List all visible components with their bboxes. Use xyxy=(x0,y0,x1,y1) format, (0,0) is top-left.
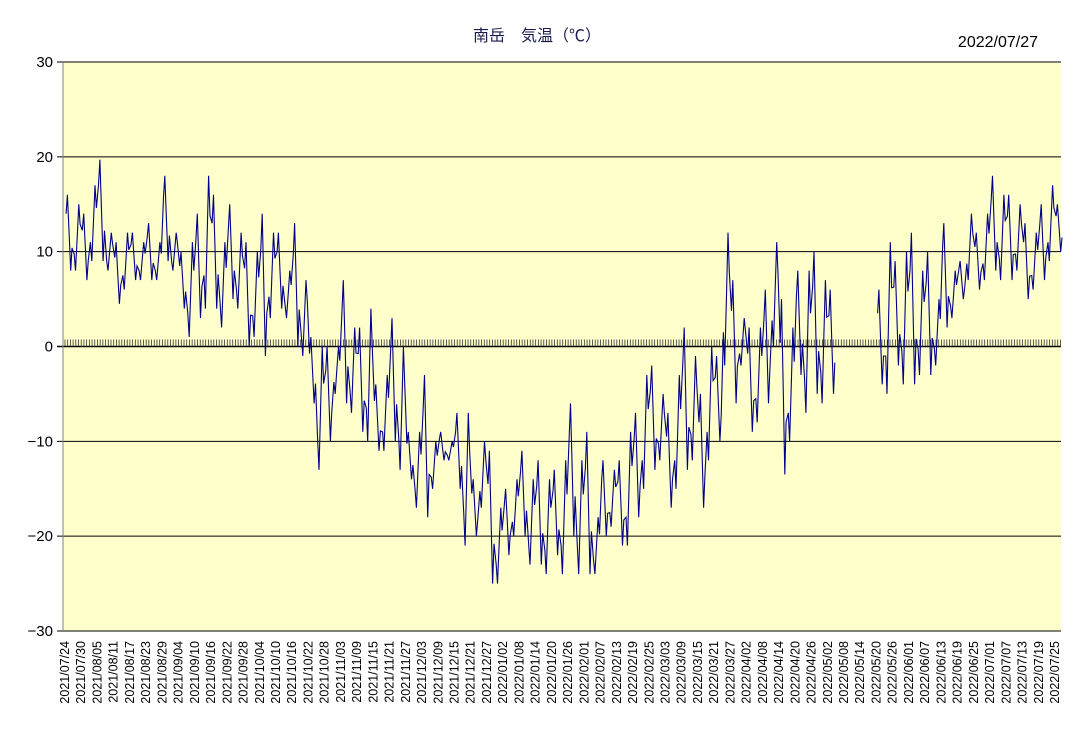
y-tick-label: −10 xyxy=(28,433,53,450)
x-tick-label: 2021/08/05 xyxy=(90,641,104,704)
x-tick-label: 2022/02/13 xyxy=(610,641,624,704)
x-tick-label: 2022/04/14 xyxy=(772,641,786,704)
x-tick-label: 2021/12/27 xyxy=(480,641,494,704)
x-tick-label: 2021/10/16 xyxy=(285,641,299,704)
x-tick-label: 2022/04/26 xyxy=(805,641,819,704)
x-tick-label: 2021/08/23 xyxy=(139,641,153,704)
x-tick-label: 2022/03/21 xyxy=(707,641,721,704)
x-tick-label: 2021/12/21 xyxy=(464,641,478,704)
x-tick-label: 2021/11/09 xyxy=(350,641,364,703)
x-tick-label: 2022/05/20 xyxy=(869,641,883,704)
chart-title: 南岳 気温（℃） xyxy=(473,27,601,45)
y-tick-label: 0 xyxy=(45,339,53,356)
x-tick-label: 2022/05/26 xyxy=(886,641,900,704)
x-tick-label: 2022/02/19 xyxy=(626,641,640,704)
x-tick-label: 2021/09/04 xyxy=(172,641,186,704)
x-tick-label: 2022/03/09 xyxy=(675,641,689,704)
x-tick-label: 2022/07/01 xyxy=(983,641,997,704)
x-tick-label: 2021/10/22 xyxy=(301,641,315,704)
x-tick-label: 2022/07/13 xyxy=(1016,641,1030,704)
x-tick-label: 2022/02/01 xyxy=(577,641,591,704)
x-tick-label: 2022/07/19 xyxy=(1032,641,1046,704)
x-tick-label: 2021/09/16 xyxy=(204,641,218,704)
x-tick-label: 2021/07/24 xyxy=(58,641,72,704)
x-tick-label: 2021/08/17 xyxy=(123,641,137,704)
date-label: 2022/07/27 xyxy=(958,34,1038,51)
x-tick-label: 2021/09/22 xyxy=(220,641,234,704)
x-tick-label: 2021/11/15 xyxy=(366,641,380,703)
x-tick-label: 2022/06/07 xyxy=(918,641,932,704)
x-tick-label: 2022/01/02 xyxy=(496,641,510,704)
x-tick-label: 2022/06/19 xyxy=(951,641,965,704)
x-tick-label: 2021/11/03 xyxy=(334,641,348,703)
x-tick-label: 2021/11/27 xyxy=(399,641,413,703)
temperature-line xyxy=(877,175,1063,394)
x-tick-label: 2021/10/28 xyxy=(318,641,332,704)
x-tick-label: 2021/12/09 xyxy=(431,641,445,704)
x-tick-label: 2022/01/26 xyxy=(561,641,575,704)
y-tick-label: −30 xyxy=(28,623,53,640)
y-tick-label: 30 xyxy=(36,54,53,71)
x-tick-label: 2022/06/25 xyxy=(967,641,981,704)
x-tick-label: 2022/01/08 xyxy=(512,641,526,704)
y-tick-label: 10 xyxy=(36,244,53,261)
x-tick-label: 2021/09/28 xyxy=(237,641,251,704)
x-tick-label: 2022/07/07 xyxy=(999,641,1013,704)
x-tick-label: 2022/02/25 xyxy=(642,641,656,704)
y-tick-label: 20 xyxy=(36,149,53,166)
x-tick-label: 2021/07/30 xyxy=(74,641,88,704)
x-tick-label: 2022/01/20 xyxy=(545,641,559,704)
x-tick-label: 2022/03/27 xyxy=(723,641,737,704)
x-tick-label: 2022/05/14 xyxy=(853,641,867,704)
x-tick-label: 2022/05/02 xyxy=(821,641,835,704)
x-tick-label: 2022/06/01 xyxy=(902,641,916,704)
x-tick-label: 2022/04/02 xyxy=(740,641,754,704)
y-tick-label: −20 xyxy=(28,528,53,545)
x-tick-label: 2021/08/29 xyxy=(155,641,169,704)
x-tick-label: 2021/10/04 xyxy=(253,641,267,704)
x-tick-label: 2022/04/20 xyxy=(788,641,802,704)
x-tick-label: 2021/12/15 xyxy=(448,641,462,704)
x-tick-label: 2022/04/08 xyxy=(756,641,770,704)
x-tick-label: 2022/01/14 xyxy=(529,641,543,704)
x-tick-label: 2022/03/15 xyxy=(691,641,705,704)
x-tick-label: 2022/03/03 xyxy=(658,641,672,704)
x-tick-label: 2022/07/25 xyxy=(1048,641,1062,704)
x-tick-label: 2022/02/07 xyxy=(594,641,608,704)
x-tick-label: 2021/10/10 xyxy=(269,641,283,704)
temperature-line xyxy=(65,159,836,584)
x-tick-label: 2022/05/08 xyxy=(837,641,851,704)
x-tick-label: 2021/09/10 xyxy=(188,641,202,704)
x-tick-label: 2021/12/03 xyxy=(415,641,429,704)
x-tick-label: 2021/08/11 xyxy=(107,641,121,703)
x-tick-label: 2022/06/13 xyxy=(934,641,948,704)
x-tick-label: 2021/11/21 xyxy=(383,641,397,703)
